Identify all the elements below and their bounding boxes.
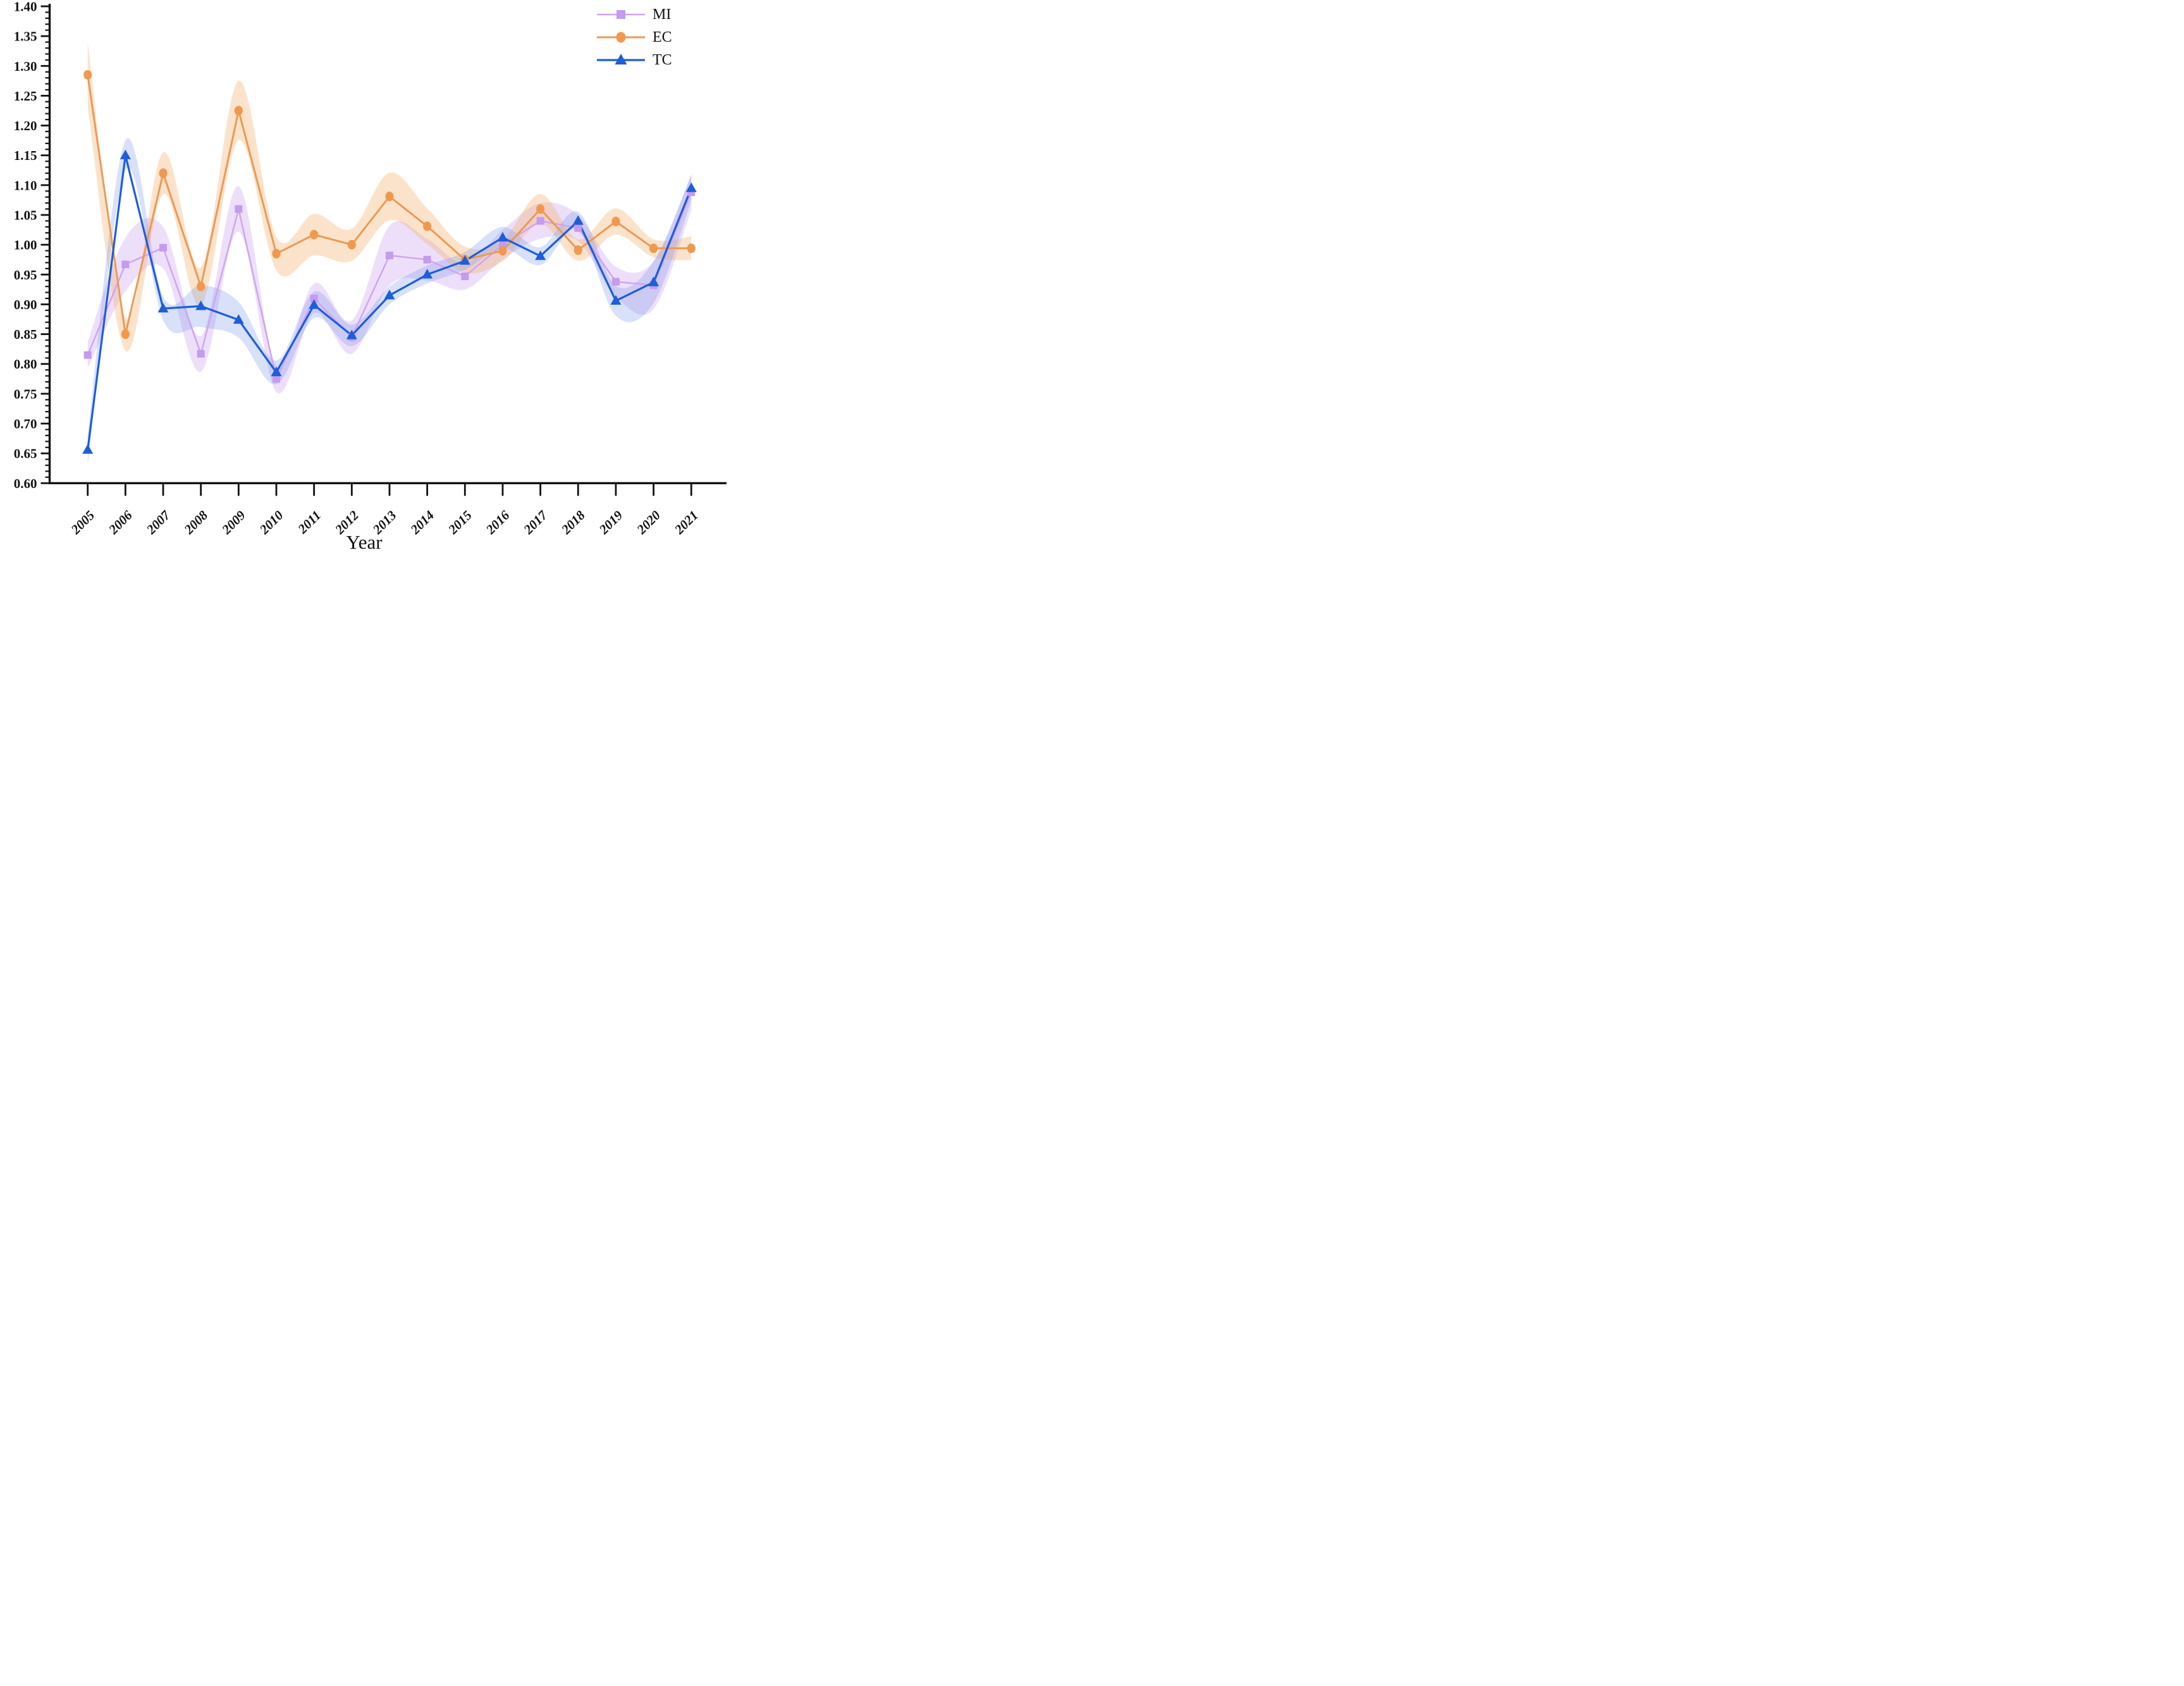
triangle-marker-icon (157, 303, 169, 313)
legend-item-mi: MI (596, 5, 672, 24)
circle-marker-icon (272, 248, 281, 259)
y-tick-label: 0.75 (14, 386, 37, 401)
square-marker-icon (611, 278, 620, 286)
y-tick-label: 1.05 (14, 208, 37, 223)
triangle-marker-icon (309, 299, 320, 309)
circle-marker-icon (310, 229, 319, 240)
circle-marker-icon (498, 245, 507, 256)
y-tick-label: 0.85 (14, 327, 37, 342)
triangle-marker-icon (535, 250, 546, 260)
ec-line-marker-icon (597, 32, 645, 43)
square-marker-icon (83, 351, 92, 359)
legend-label-ec: EC (653, 29, 672, 46)
circle-marker-icon (121, 329, 130, 339)
square-marker-icon (536, 217, 544, 225)
legend: MI EC TC (596, 5, 672, 70)
y-tick-label: 1.25 (14, 89, 37, 104)
triangle-marker-icon (195, 300, 207, 310)
circle-marker-icon (616, 32, 626, 43)
legend-label-tc: TC (653, 52, 672, 68)
ec-markers (83, 70, 696, 339)
tc-line-marker-icon (597, 54, 645, 64)
y-tick-label: 1.20 (14, 118, 37, 133)
square-marker-icon (574, 224, 582, 232)
square-marker-icon (385, 252, 393, 260)
square-marker-icon (461, 272, 469, 281)
square-marker-icon (273, 375, 280, 383)
circle-marker-icon (197, 281, 206, 291)
triangle-marker-icon (648, 276, 659, 286)
square-marker-icon (121, 260, 130, 269)
triangle-marker-icon (384, 290, 395, 300)
circle-marker-icon (347, 240, 356, 250)
y-tick-label: 1.00 (14, 238, 37, 253)
circle-marker-icon (385, 192, 394, 202)
circle-marker-icon (83, 70, 92, 80)
y-tick-label: 1.35 (14, 29, 37, 44)
triangle-marker-icon (572, 215, 584, 225)
circle-marker-icon (611, 216, 620, 226)
triangle-marker-icon (459, 255, 470, 265)
circle-marker-icon (234, 106, 243, 116)
triangle-marker-icon (233, 314, 244, 324)
tc-markers (82, 149, 697, 454)
series-markers (82, 70, 697, 454)
y-tick-label: 0.90 (14, 297, 37, 312)
y-tick-label: 1.10 (14, 178, 37, 193)
y-tick-label: 1.40 (14, 0, 37, 15)
triangle-marker-icon (120, 149, 131, 159)
triangle-marker-icon (610, 295, 622, 305)
plot-area: 0.60 0.65 0.70 0.75 0.80 0.85 0.90 0.95 1.00 1.05… (14, 0, 727, 537)
y-tick-label: 0.65 (14, 446, 37, 461)
square-marker-icon (617, 10, 625, 19)
triangle-marker-icon (615, 54, 627, 64)
circle-marker-icon (574, 245, 582, 255)
y-tick-label: 1.15 (14, 148, 37, 163)
y-tick-label: 1.30 (14, 59, 37, 74)
mi-line-marker-icon (597, 10, 645, 19)
triangle-marker-icon (82, 444, 94, 454)
square-marker-icon (423, 255, 431, 264)
circle-marker-icon (159, 168, 168, 178)
circle-marker-icon (687, 243, 696, 254)
square-marker-icon (159, 243, 168, 252)
legend-item-tc: TC (596, 51, 672, 70)
chart-figure: 0.60 0.65 0.70 0.75 0.80 0.85 0.90 0.95 1.00 1.05… (0, 0, 728, 562)
y-tick-label: 0.95 (14, 267, 37, 283)
legend-label-mi: MI (653, 6, 672, 23)
legend-item-ec: EC (596, 28, 672, 47)
y-tick-label: 0.80 (14, 357, 37, 372)
circle-marker-icon (649, 243, 658, 254)
tc-confidence-band (87, 138, 692, 465)
circle-marker-icon (423, 221, 432, 231)
square-marker-icon (197, 350, 205, 358)
y-tick-label: 0.60 (14, 476, 37, 491)
triangle-marker-icon (422, 269, 433, 279)
triangle-marker-icon (271, 366, 282, 377)
triangle-marker-icon (497, 231, 508, 242)
mi-confidence-band (87, 174, 692, 394)
triangle-marker-icon (685, 182, 697, 192)
y-tick-label: 0.70 (14, 417, 37, 432)
x-axis-title: Year (346, 531, 383, 553)
square-marker-icon (310, 295, 318, 303)
square-marker-icon (235, 205, 243, 213)
circle-marker-icon (536, 204, 545, 214)
triangle-marker-icon (346, 329, 357, 339)
